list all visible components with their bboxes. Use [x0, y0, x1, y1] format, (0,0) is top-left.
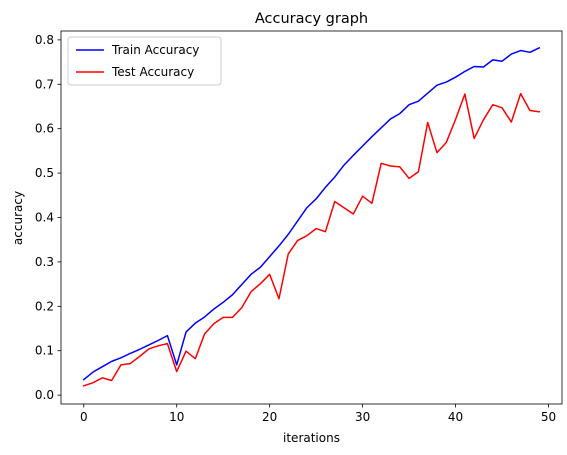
y-tick-label: 0.7 [35, 77, 54, 91]
legend-label-train: Train Accuracy [111, 43, 199, 57]
series-line-test [82, 92, 541, 387]
x-tick-label: 20 [262, 410, 277, 424]
y-tick-label: 0.2 [35, 299, 54, 313]
x-axis-label: iterations [283, 431, 340, 445]
y-tick-label: 0.4 [35, 211, 54, 225]
legend-label-test: Test Accuracy [111, 65, 194, 79]
plot-area: 0 10 20 30 40 50 0.0 0.1 0.2 0.3 0.4 0.5 0.6 0.7 0.8 [35, 30, 563, 424]
x-tick-label: 10 [169, 410, 184, 424]
y-axis-label: accuracy [11, 191, 25, 245]
x-tick-label: 30 [355, 410, 370, 424]
y-tick-label: 0.8 [35, 33, 54, 47]
y-tick-label: 0.6 [35, 122, 54, 136]
x-tick-label: 40 [448, 410, 463, 424]
x-tick-label: 50 [541, 410, 556, 424]
y-tick-label: 0.3 [35, 255, 54, 269]
chart-title: Accuracy graph [255, 11, 368, 27]
legend-box [67, 36, 222, 86]
y-tick-label: 0.1 [35, 344, 54, 358]
y-tick-label: 0.5 [35, 166, 54, 180]
x-tick-label: 0 [80, 410, 88, 424]
legend: Train Accuracy Test Accuracy [67, 36, 222, 86]
y-tick-label: 0.0 [35, 388, 54, 402]
series-line-train [82, 46, 541, 381]
